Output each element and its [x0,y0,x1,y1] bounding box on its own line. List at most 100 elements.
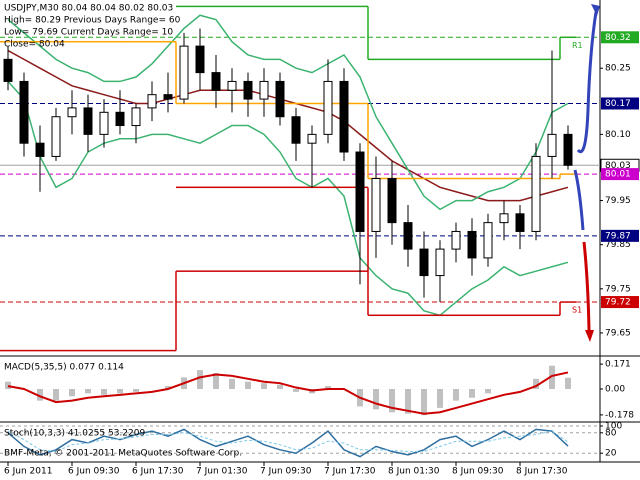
candle-body [419,248,429,277]
candle-body [499,213,509,224]
histogram-bar [69,389,75,397]
y-tick-label: 20 [605,449,617,459]
info-line: Close= 80.04 [4,40,65,50]
candle-body [67,107,77,118]
histogram-bar [453,389,459,401]
candle-body [355,151,365,232]
candle-body [19,80,29,144]
histogram-bar [85,389,91,394]
forecast-up [576,11,598,154]
candle-body [99,111,109,135]
indicator-line [7,80,569,317]
candle-body [307,133,317,144]
x-tick-label: 8 Jun 01:30 [388,467,440,477]
price-label: 80.17 [605,99,631,109]
histogram-bar [533,378,539,389]
candle-body [195,45,205,74]
candle-body [323,80,333,135]
candle-body [147,94,157,109]
candle-body [339,80,349,153]
histogram-bar [565,377,571,389]
candle-body [259,80,269,100]
candle-body [35,142,45,157]
histogram-bar [37,389,43,401]
symbol-info: USDJPY,M30 80.04 80.04 80.02 80.03 [4,4,173,14]
x-tick-label: 6 Jun 2011 [4,467,52,477]
x-tick-label: 8 Jun 17:30 [516,467,568,477]
candle-body [403,222,413,250]
copyright: BMF-Meta, © 2001-2011 MetaQuotes Softwar… [4,449,242,459]
histogram-bar [213,373,219,389]
stoch-line [7,430,569,453]
indicator-line [7,49,569,202]
signal-line [7,371,569,415]
candle-body [179,45,189,100]
arrow-head [591,4,600,16]
histogram-bar [197,370,203,389]
histogram-bar [245,381,251,389]
histogram-bar [325,386,331,389]
histogram-bar [405,389,411,414]
histogram-bar [101,389,107,395]
candle-body [115,111,125,127]
price-label: 79.87 [605,231,631,241]
candle-body [435,248,445,277]
price-label: 80.01 [605,170,631,180]
histogram-bar [117,389,123,394]
candle-body [483,222,493,259]
price-label-box [601,97,639,110]
indicator-title: Stoch(10,3,3) 41.0255 53.2209 [4,429,145,439]
info-line: Low= 79.69 Current Days Range= 10 [4,28,173,38]
level-tag: R1 [572,41,583,50]
y-tick-label: 79.65 [605,328,631,338]
forecast-arrows [573,4,600,342]
x-tick-label: 6 Jun 17:30 [132,467,184,477]
candle-body [451,230,461,250]
candle-body [275,80,285,118]
histogram-bar [53,389,59,401]
forecast-down [573,169,585,231]
y-tick-label: 0.171 [605,360,631,370]
plot-area: 79.65 79.75 79.85 79.95 80.10 80.25 80.32 R1 80.… [0,5,640,477]
y-tick-label: 79.75 [605,284,631,294]
candle-body [387,178,397,224]
stoch-line [7,428,569,458]
level-tag: S1 [572,306,582,315]
candle-body [51,116,61,157]
histogram-bar [373,389,379,410]
price-label-box [601,31,639,44]
candle-body [371,178,381,232]
price-label: 80.03 [605,161,631,171]
x-tick-label: 6 Jun 09:30 [68,467,120,477]
histogram-bar [229,378,235,389]
y-tick-label: 100 [605,422,622,432]
info-line: High= 80.29 Previous Days Range= 60 [4,16,181,26]
y-tick-label: 80 [605,428,617,438]
histogram-bar [421,389,427,416]
candle-body [131,107,141,127]
candle-body [227,80,237,91]
indicator-line [7,14,569,211]
histogram-bar [389,389,395,413]
histogram-bar [5,381,11,389]
histogram-bar [133,389,139,392]
price-label-box [601,296,639,309]
histogram-bar [293,389,299,392]
candle-body [211,72,221,91]
price-label: 79.72 [605,298,631,308]
candle-body [547,133,557,157]
histogram-bar [549,365,555,389]
histogram-bar [277,384,283,389]
histogram-bar [469,389,475,398]
candle-body [3,58,13,82]
y-tick-label: 0.00 [605,385,625,395]
candle-body [467,230,477,259]
candle-body [563,133,573,166]
y-tick-label: 80.25 [605,64,631,74]
histogram-bar [261,383,267,389]
price-label-box [601,229,639,242]
y-tick-label: -0.178 [605,410,634,420]
price-label: 80.32 [605,33,631,43]
